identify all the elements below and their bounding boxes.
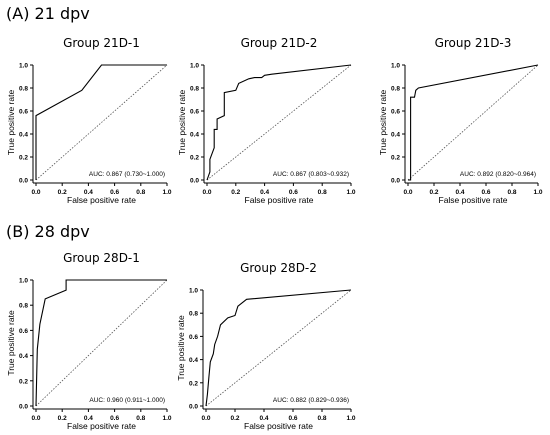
x-tick-label: 0.4 [260, 189, 269, 196]
y-tick-label: 0.6 [391, 109, 400, 116]
y-tick-label: 0.6 [190, 109, 199, 116]
y-tick-label: 0.8 [19, 86, 28, 93]
roc-panel-1: Group 21D-1 0.0 0.2 0.4 0.6 0.8 1.0 0.0 0.2 0.4 0.… [6, 36, 172, 205]
y-tick-label: 0.2 [190, 155, 199, 162]
auc-annotation: AUC: 0.960 (0.911~1.000) [89, 397, 165, 404]
x-tick-label: 0.0 [202, 189, 211, 196]
reference-diagonal [35, 279, 168, 407]
x-tick-label: 0.8 [507, 189, 516, 196]
reference-diagonal [35, 64, 168, 181]
x-tick-label: 0.8 [136, 189, 145, 196]
y-tick-label: 0.8 [190, 86, 199, 93]
roc-curve [35, 64, 167, 180]
x-tick-label: 0.8 [317, 415, 326, 422]
y-tick-label: 1.0 [190, 63, 199, 70]
x-axis-label: False positive rate [245, 195, 314, 205]
y-tick-label: 0.4 [19, 132, 28, 139]
x-tick-label: 0.6 [289, 189, 298, 196]
roc-curve [408, 64, 539, 181]
reference-diagonal [205, 289, 352, 407]
x-tick-label: 0.8 [318, 189, 327, 196]
x-tick-label: 0.6 [110, 189, 119, 196]
roc-curve [35, 279, 167, 407]
y-tick-label: 0.0 [391, 178, 400, 185]
y-tick-label: 0.8 [189, 311, 198, 318]
x-tick-label: 0.4 [84, 415, 93, 422]
y-tick-label: 0.4 [190, 132, 199, 139]
roc-panel-3: Group 21D-3 0.0 0.2 0.4 0.6 0.8 1.0 0.0 0.2 0.4 0.… [378, 36, 543, 205]
y-tick-label: 0.2 [19, 155, 28, 162]
reference-diagonal [206, 64, 352, 181]
chart-title: Group 28D-2 [240, 261, 317, 275]
chart-title: Group 28D-1 [63, 251, 140, 265]
x-axis-label: False positive rate [67, 195, 136, 205]
x-tick-label: 0.0 [403, 189, 412, 196]
x-axis-label: False positive rate [67, 421, 136, 431]
auc-annotation: AUC: 0.867 (0.803~0.932) [273, 171, 349, 178]
y-tick-label: 0.8 [19, 303, 28, 310]
x-tick-label: 0.0 [31, 415, 40, 422]
auc-annotation: AUC: 0.882 (0.829~0.936) [273, 397, 349, 404]
x-axis-label: False positive rate [244, 421, 313, 431]
y-tick-label: 0.0 [19, 404, 28, 411]
y-axis-label: True positive rate [378, 90, 388, 156]
x-tick-label: 1.0 [346, 415, 355, 422]
section-title-b: (B) 28 dpv [6, 222, 90, 241]
x-tick-label: 1.0 [346, 189, 355, 196]
y-tick-label: 1.0 [19, 63, 28, 70]
y-tick-label: 0.4 [19, 353, 28, 360]
x-tick-label: 1.0 [533, 189, 542, 196]
x-tick-label: 0.8 [136, 415, 145, 422]
y-tick-label: 0.2 [19, 378, 28, 385]
roc-curve [205, 289, 352, 407]
y-tick-label: 0.6 [19, 109, 28, 116]
x-tick-label: 0.4 [455, 189, 464, 196]
roc-panel-4: Group 28D-1 0.0 0.2 0.4 0.6 0.8 1.0 0.0 0.2 0.4 0.… [6, 251, 172, 431]
y-tick-label: 0.4 [391, 132, 400, 139]
auc-annotation: AUC: 0.867 (0.730~1.000) [89, 171, 165, 178]
y-axis-label: True positive rate [6, 310, 16, 376]
y-axis-label: True positive rate [6, 90, 16, 156]
x-tick-label: 0.6 [110, 415, 119, 422]
y-tick-label: 0.6 [189, 334, 198, 341]
x-tick-label: 0.6 [481, 189, 490, 196]
section-title-a: (A) 21 dpv [6, 4, 90, 23]
x-axis-label: False positive rate [439, 195, 508, 205]
x-tick-label: 0.2 [58, 189, 67, 196]
auc-annotation: AUC: 0.892 (0.820~0.964) [460, 171, 536, 178]
x-tick-label: 1.0 [162, 415, 171, 422]
roc-panel-2: Group 21D-2 0.0 0.2 0.4 0.6 0.8 1.0 0.0 0.2 0.4 0.… [177, 36, 356, 205]
y-tick-label: 0.6 [19, 328, 28, 335]
chart-title: Group 21D-2 [241, 36, 318, 50]
x-tick-label: 0.2 [429, 189, 438, 196]
x-tick-label: 0.2 [230, 415, 239, 422]
y-axis-label: True positive rate [177, 90, 187, 156]
y-tick-label: 0.4 [189, 357, 198, 364]
y-axis-label: True positive rate [176, 315, 186, 381]
x-tick-label: 1.0 [162, 189, 171, 196]
roc-panel-5: Group 28D-2 0.0 0.2 0.4 0.6 0.8 1.0 0.0 0.2 0.4 0.… [176, 261, 356, 431]
x-tick-label: 0.2 [58, 415, 67, 422]
x-tick-label: 0.4 [259, 415, 268, 422]
reference-diagonal [407, 64, 539, 181]
x-tick-label: 0.0 [31, 189, 40, 196]
x-tick-label: 0.2 [231, 189, 240, 196]
x-tick-label: 0.6 [288, 415, 297, 422]
y-tick-label: 0.0 [189, 404, 198, 411]
y-tick-label: 0.0 [19, 178, 28, 185]
y-tick-label: 0.8 [391, 86, 400, 93]
y-tick-label: 0.2 [189, 380, 198, 387]
y-tick-label: 1.0 [391, 63, 400, 70]
chart-title: Group 21D-1 [63, 36, 140, 50]
chart-title: Group 21D-3 [435, 36, 512, 50]
x-tick-label: 0.4 [84, 189, 93, 196]
y-tick-label: 1.0 [19, 278, 28, 285]
roc-curve [206, 64, 352, 181]
y-tick-label: 1.0 [189, 288, 198, 295]
y-tick-label: 0.2 [391, 155, 400, 162]
y-tick-label: 0.0 [190, 178, 199, 185]
x-tick-label: 0.0 [201, 415, 210, 422]
